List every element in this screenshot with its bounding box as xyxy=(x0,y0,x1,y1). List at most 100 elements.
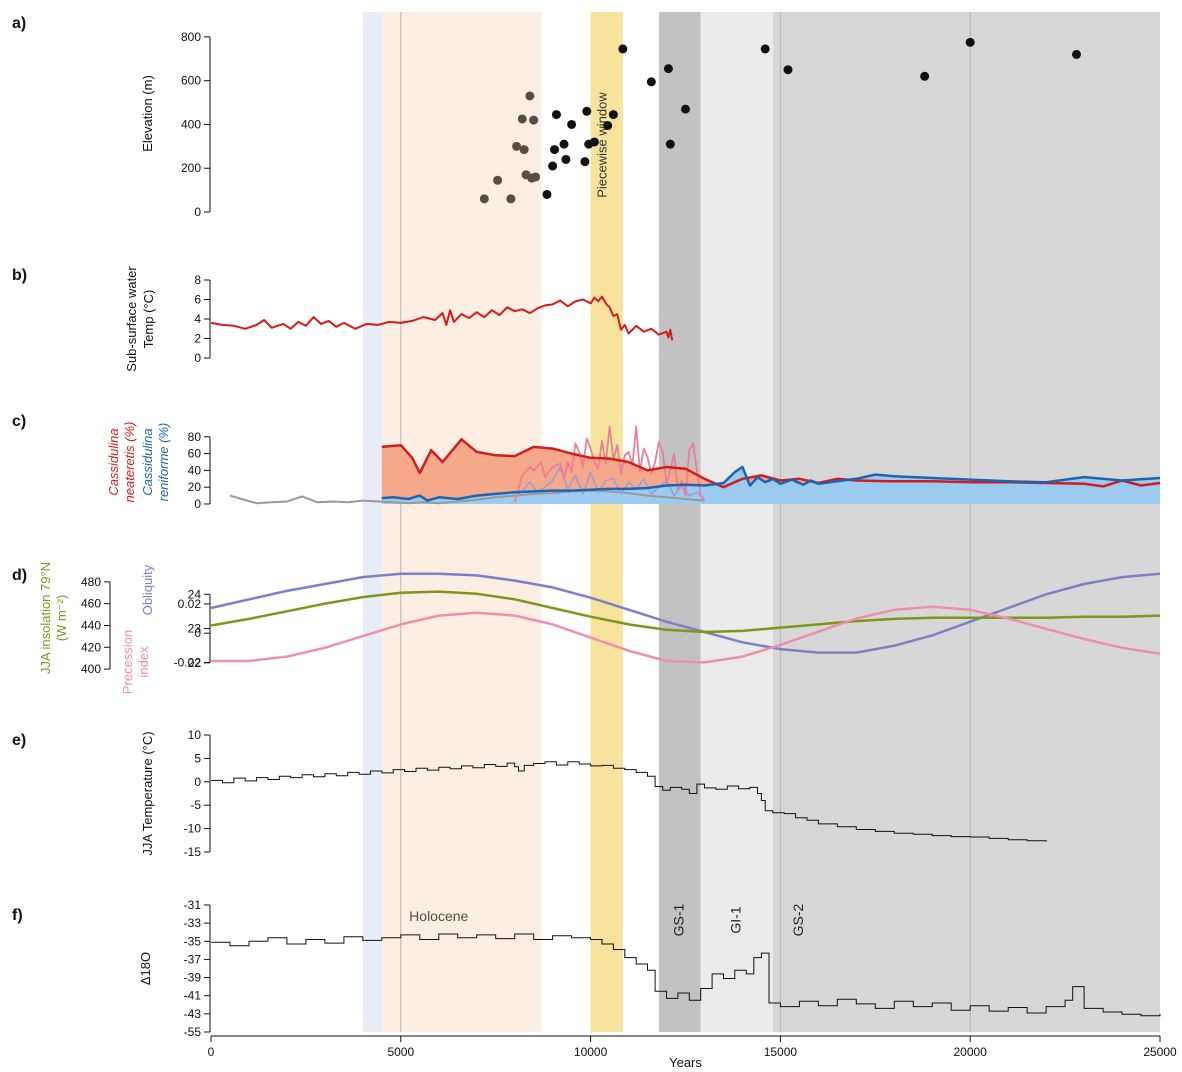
insolation-tick-label: 440 xyxy=(81,618,101,632)
temp-tick-label: 0 xyxy=(194,351,201,365)
precession-line xyxy=(211,605,1161,664)
reniforme-line xyxy=(381,465,1161,502)
panel-2: b) 0 2 4 6 8 Sub-surface water Temp (°C) xyxy=(12,266,674,372)
site-point xyxy=(580,157,590,167)
d18o-tick-label: -43 xyxy=(184,1007,202,1021)
site-point-early xyxy=(531,172,541,182)
percent-tick-label: 60 xyxy=(188,447,202,461)
y-axis-label: Cassidulina xyxy=(106,428,121,495)
elevation-tick-label: 200 xyxy=(181,161,201,175)
site-point xyxy=(589,137,599,147)
site-point xyxy=(618,44,628,54)
obliquity-line xyxy=(210,572,1161,654)
site-point xyxy=(559,139,569,149)
site-point xyxy=(681,104,690,114)
site-point xyxy=(567,119,577,129)
period-label: GS-1 xyxy=(671,903,687,936)
reference-lines xyxy=(400,12,971,1032)
temp-tick-label: 6 xyxy=(194,293,201,307)
site-point xyxy=(760,44,770,54)
site-point xyxy=(542,189,552,199)
panel-letter: a) xyxy=(12,15,26,32)
precession-tick-label: 0.02 xyxy=(178,597,202,611)
panel-6: f) -55 -43 -41 -39 -37 -35 -33 -31 Δ18O xyxy=(12,898,1161,1039)
d18o-tick-label: -35 xyxy=(184,934,202,948)
d18o-tick-label: -39 xyxy=(184,971,202,985)
x-tick-label: 0 xyxy=(208,1045,215,1059)
precession-label: index xyxy=(136,646,151,678)
elevation-tick-label: 0 xyxy=(194,205,201,219)
panel-1: a) 0 200 400 600 800 Elevation (m) xyxy=(12,15,1081,219)
d18o-tick-label: -33 xyxy=(184,916,202,930)
site-point xyxy=(965,37,975,47)
piecewise-window-band xyxy=(590,12,623,1032)
temp-tick-label: 4 xyxy=(194,312,201,326)
gs1-band xyxy=(658,12,701,1032)
background-bands: Piecewise window xyxy=(362,12,1160,1032)
site-point xyxy=(550,145,560,155)
precession-tick-label: -0.02 xyxy=(174,655,202,669)
site-point xyxy=(608,110,618,120)
jja-temp-tick-label: 10 xyxy=(188,728,202,742)
panel-letter: b) xyxy=(12,267,27,284)
y-axis-label: Δ18O xyxy=(138,952,153,985)
d18o-tick-label: -37 xyxy=(184,952,202,966)
insolation-tick-label: 480 xyxy=(81,575,101,589)
period-label: Holocene xyxy=(409,908,468,924)
gi1-band xyxy=(700,12,773,1032)
period-label: GS-2 xyxy=(790,903,806,936)
x-tick-label: 10000 xyxy=(574,1045,608,1059)
percent-tick-label: 20 xyxy=(188,480,202,494)
obliquity-tick-label: 24 xyxy=(188,587,202,601)
precession-tick-label: 0 xyxy=(194,626,201,640)
jja-temp-tick-label: 5 xyxy=(194,751,201,765)
y-axis-label: Elevation (m) xyxy=(140,75,155,152)
x-axis: 0 5000 10000 15000 20000 25000 Years xyxy=(208,1035,1177,1070)
y-axis-label: reniforme (%) xyxy=(156,423,171,502)
insolation-label: (W m⁻²) xyxy=(54,595,69,642)
temp-tick-label: 2 xyxy=(194,332,201,346)
insolation-tick-label: 460 xyxy=(81,597,101,611)
y-axis-label: Sub-surface water xyxy=(124,266,139,372)
site-point xyxy=(582,106,592,116)
elevation-tick-label: 400 xyxy=(181,117,201,131)
x-axis-label: Years xyxy=(669,1055,702,1070)
site-point xyxy=(665,139,675,149)
site-point xyxy=(548,161,558,171)
precession-label: Precession xyxy=(120,630,135,694)
period-label: GI-1 xyxy=(728,906,744,933)
x-tick-label: 5000 xyxy=(387,1045,414,1059)
site-point xyxy=(603,121,613,131)
percent-tick-label: 80 xyxy=(188,430,202,444)
panel-letter: e) xyxy=(12,732,26,749)
panel-letter: c) xyxy=(12,413,26,430)
y-axis-label: Cassidulina xyxy=(140,428,155,495)
y-axis-label: JJA Temperature (°C) xyxy=(140,731,155,855)
obliquity-label: Obliquity xyxy=(140,564,155,615)
d18o-line xyxy=(211,933,1161,1017)
holocene-band xyxy=(381,12,542,1032)
site-point xyxy=(920,71,930,81)
panel-3: c) 0 20 40 60 80 Cassidulina neateretis (%) Cass… xyxy=(12,413,1161,511)
percent-tick-label: 0 xyxy=(194,497,201,511)
elevation-tick-label: 800 xyxy=(181,30,201,44)
insolation-tick-label: 400 xyxy=(81,662,101,676)
insolation-tick-label: 420 xyxy=(81,640,101,654)
obliquity-tick-label: 22 xyxy=(188,656,202,670)
site-point xyxy=(783,65,793,75)
jja-temp-tick-label: -10 xyxy=(184,822,202,836)
water-temp-line xyxy=(210,295,674,341)
jja-temp-tick-label: -15 xyxy=(184,845,202,859)
site-point-early xyxy=(529,115,539,125)
obliquity-tick-label: 23 xyxy=(188,622,202,636)
x-tick-label: 25000 xyxy=(1143,1045,1177,1059)
site-point-early xyxy=(525,91,535,101)
y-axis-label: neateretis (%) xyxy=(122,422,137,503)
site-point xyxy=(561,154,571,164)
site-point xyxy=(551,110,561,120)
piecewise-window-label: Piecewise window xyxy=(595,92,610,198)
site-point-early xyxy=(512,141,522,151)
jja-temp-tick-label: 0 xyxy=(194,775,201,789)
reniforme-area xyxy=(381,467,1160,504)
